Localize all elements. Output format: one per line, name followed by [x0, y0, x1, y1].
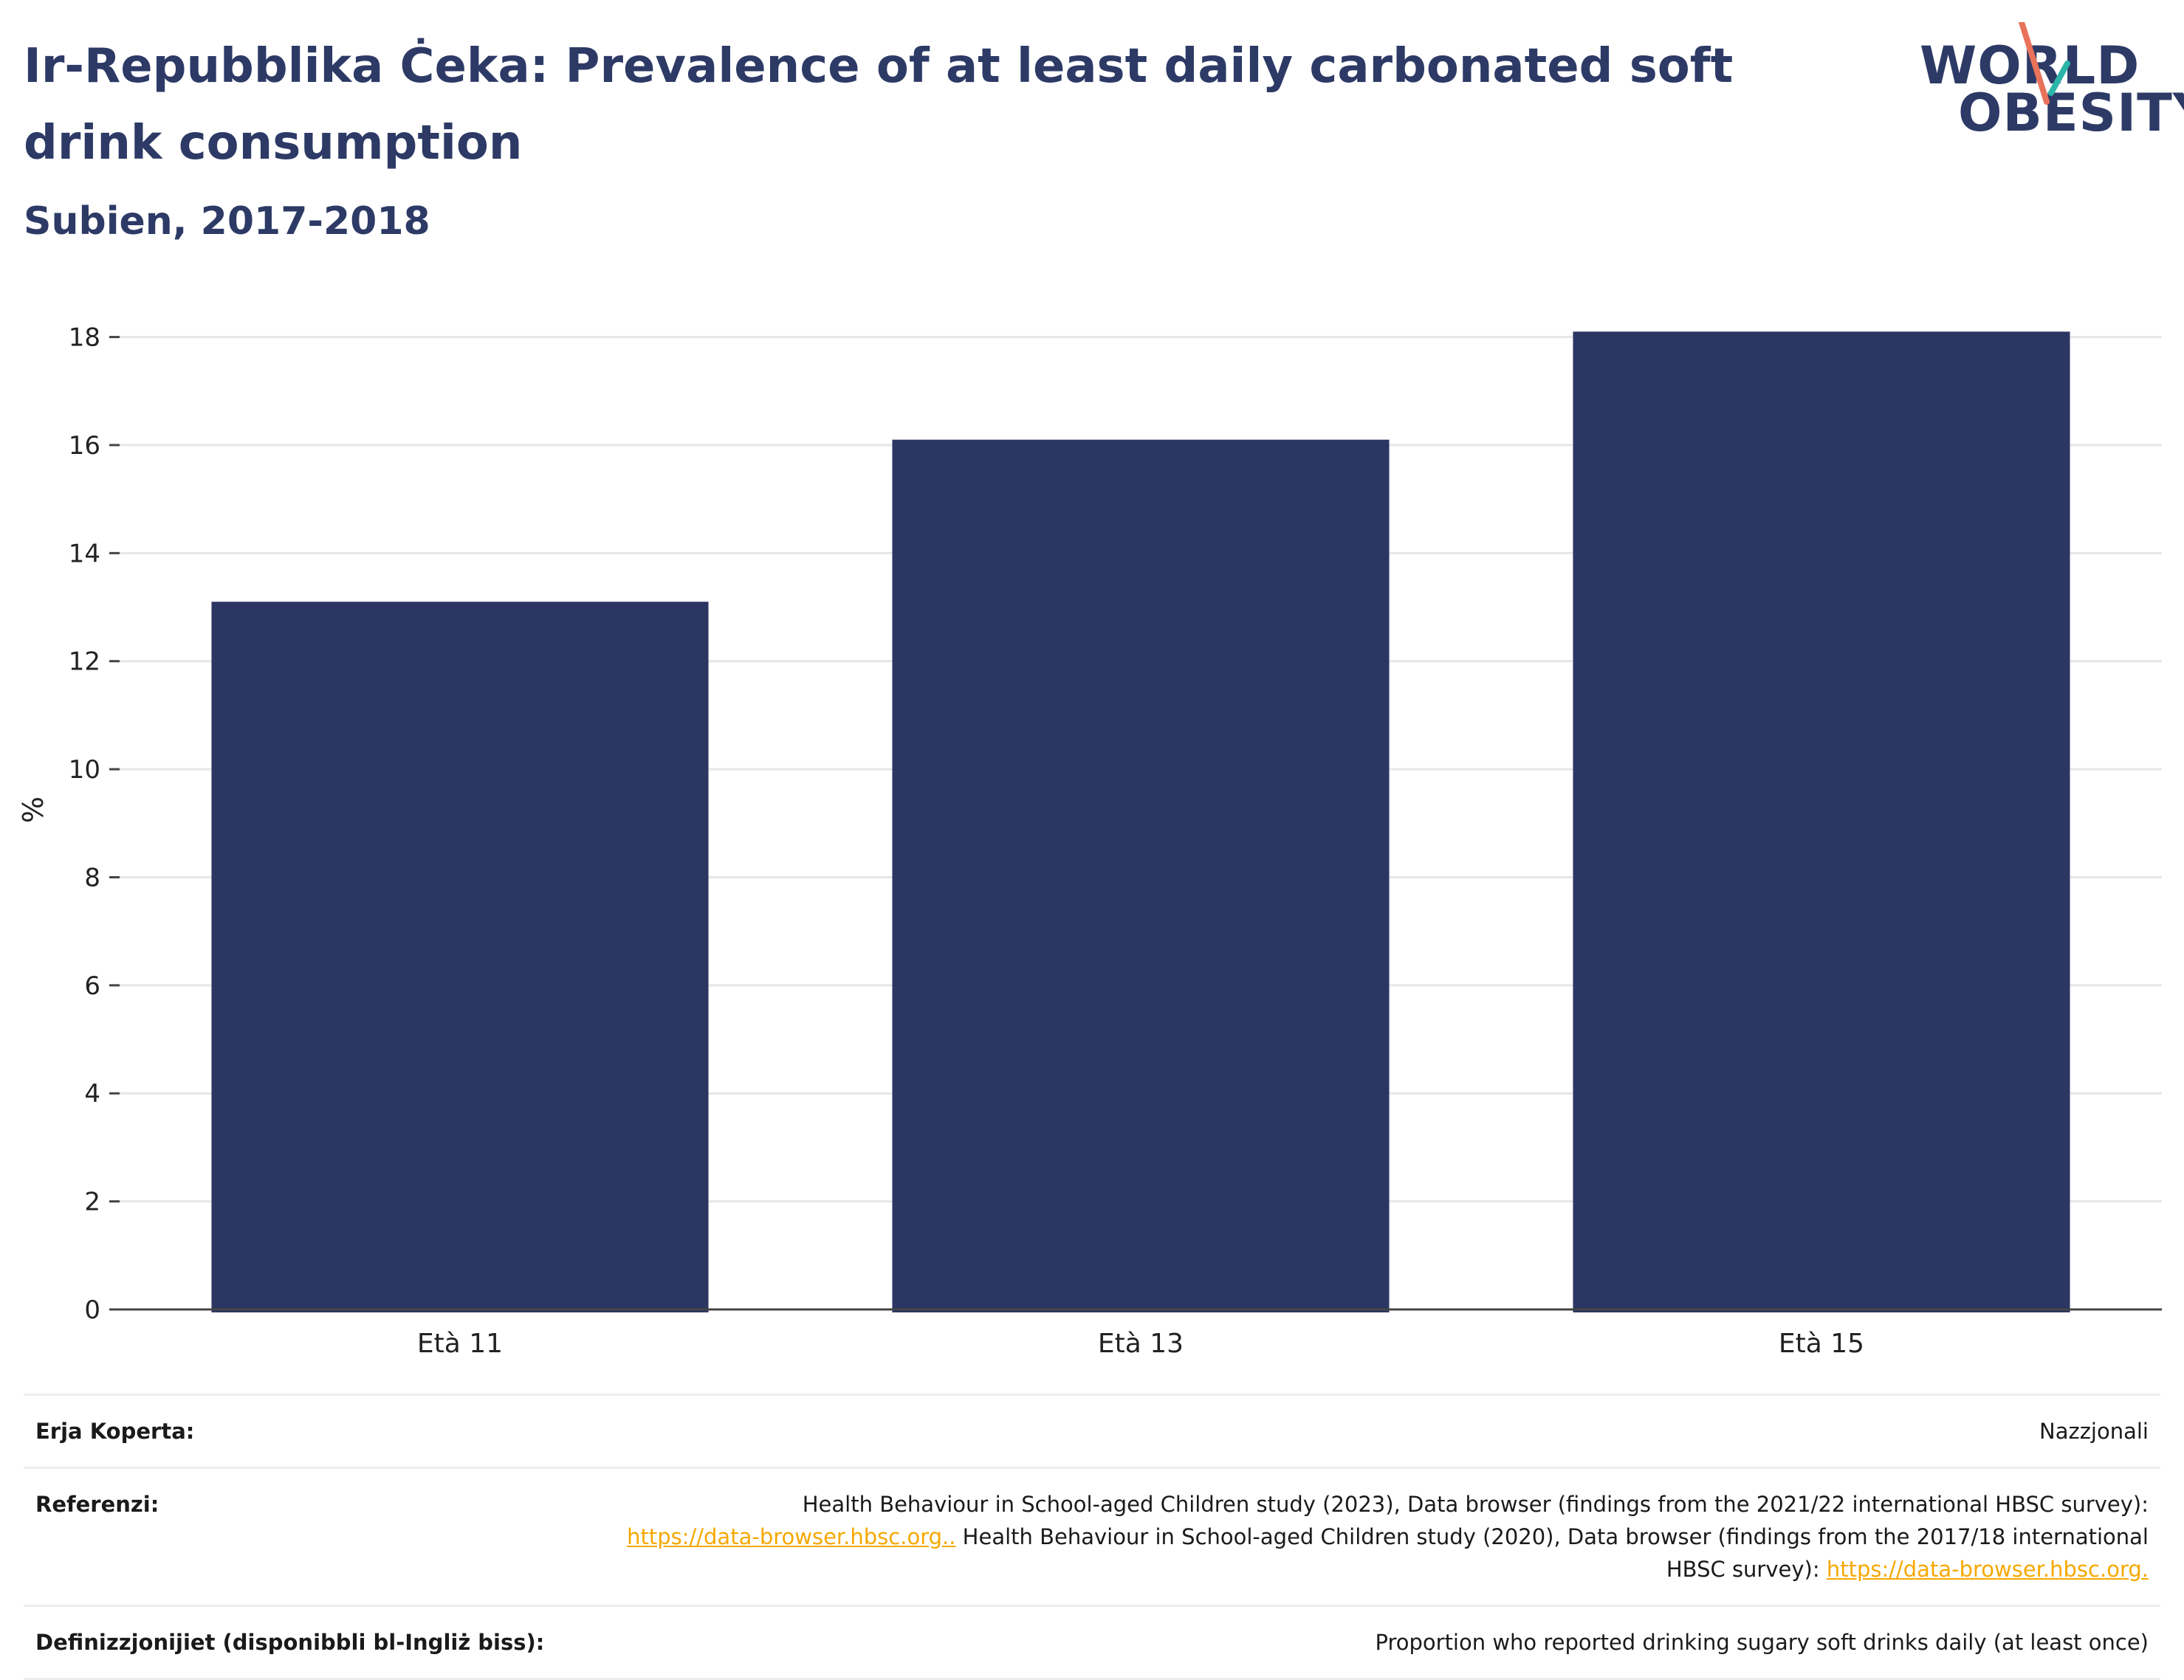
y-axis-title: % — [17, 796, 49, 823]
references-label: Referenzi: — [24, 1467, 608, 1606]
coverage-row: Erja Koperta: Nazzjonali — [24, 1394, 2160, 1468]
bar — [211, 602, 709, 1312]
references-row: Referenzi: Health Behaviour in School-ag… — [24, 1467, 2160, 1606]
chart-title: Ir-Repubblika Ċeka: Prevalence of at lea… — [24, 39, 1734, 171]
definitions-value: Proportion who reported drinking sugary … — [608, 1605, 2160, 1680]
x-tick-label: Età 15 — [1779, 1329, 1864, 1359]
y-tick-label: 10 — [69, 755, 100, 785]
chart-subtitle: Subien, 2017-2018 — [24, 199, 430, 244]
y-tick-label: 0 — [84, 1295, 100, 1325]
x-tick-label: Età 11 — [417, 1329, 503, 1359]
y-axis-ticks: 0 2 4 6 8 10 12 14 16 18 — [69, 323, 120, 1325]
reference-link-1[interactable]: https://data-browser.hbsc.org.. — [627, 1524, 956, 1549]
info-table: Erja Koperta: Nazzjonali Referenzi: Heal… — [24, 1394, 2160, 1680]
logo-slash-icon — [2019, 22, 2070, 105]
definitions-row: Definizzjonijiet (disponibbli bl-Ingliż … — [24, 1605, 2160, 1680]
reference-text-2: Health Behaviour in School-aged Children… — [955, 1524, 2149, 1582]
y-tick-label: 4 — [84, 1079, 100, 1109]
y-tick-label: 2 — [84, 1188, 100, 1217]
reference-link-2[interactable]: https://data-browser.hbsc.org. — [1826, 1557, 2149, 1582]
bar — [892, 439, 1390, 1312]
y-tick-label: 8 — [84, 863, 100, 892]
y-tick-label: 14 — [69, 539, 100, 568]
definitions-label: Definizzjonijiet (disponibbli bl-Ingliż … — [24, 1605, 608, 1680]
x-tick-label: Età 13 — [1098, 1329, 1184, 1359]
coverage-label: Erja Koperta: — [24, 1394, 608, 1468]
world-obesity-logo: WORLD OBESITY — [1920, 22, 2184, 162]
x-axis-labels: Età 11 Età 13 Età 15 — [417, 1329, 1864, 1359]
bars — [211, 331, 2070, 1313]
coverage-value: Nazzjonali — [608, 1394, 2160, 1468]
reference-text-1: Health Behaviour in School-aged Children… — [802, 1492, 2149, 1517]
y-tick-label: 16 — [69, 431, 100, 461]
y-tick-label: 12 — [69, 647, 100, 677]
bar-chart: 0 2 4 6 8 10 12 14 16 18 Età 11 Età 13 Età 15 % — [17, 323, 2162, 1359]
y-tick-label: 18 — [69, 323, 100, 353]
y-tick-label: 6 — [84, 971, 100, 1001]
references-value: Health Behaviour in School-aged Children… — [608, 1467, 2160, 1606]
logo-word-obesity: OBESITY — [1958, 83, 2184, 143]
bar — [1573, 331, 2070, 1313]
